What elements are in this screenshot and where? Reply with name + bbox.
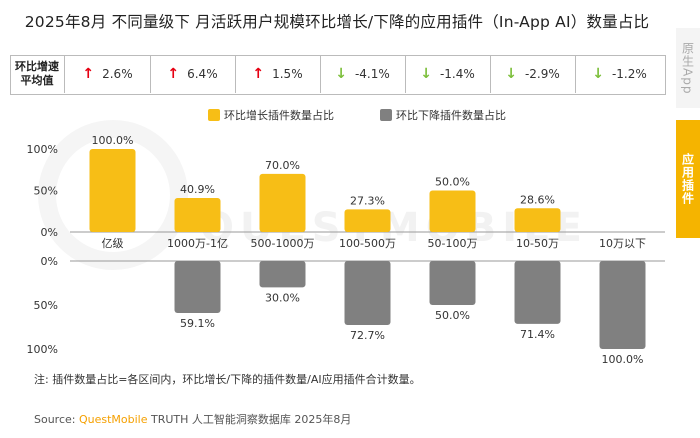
arrow-up-icon: ↑ (252, 66, 265, 82)
chart-frame: QUESTMOBILE 2025年8月 不同量级下 月活跃用户规模环比增长/下降… (10, 13, 666, 427)
decline-data-label: 50.0% (435, 309, 470, 322)
avg-cell-4: ↓ -4.1% (320, 55, 406, 93)
avg-cell-1: ↑ 2.6% (65, 55, 151, 93)
footnote: 注: 插件数量占比=各区间内，环比增长/下降的插件数量/AI应用插件合计数量。 (34, 373, 421, 386)
lower-y-tick: 100% (27, 343, 58, 356)
side-tab-bar: 原生App 应用插件 (676, 28, 700, 438)
legend-growth-swatch (208, 109, 220, 121)
legend-decline-swatch (380, 109, 392, 121)
growth-data-label: 70.0% (265, 159, 300, 172)
avg-value: -2.9% (524, 67, 560, 81)
decline-bar (174, 261, 221, 314)
avg-value: -1.2% (611, 67, 647, 81)
avg-table-border (10, 55, 666, 95)
arrow-up-icon: ↑ (82, 66, 95, 82)
avg-label-line2: 平均值 (20, 74, 54, 87)
decline-data-label: 72.7% (350, 329, 385, 342)
source-prefix: Source: (34, 413, 79, 426)
source-brand: QuestMobile (78, 413, 148, 426)
growth-bar (344, 209, 391, 232)
arrow-down-icon: ↓ (420, 66, 432, 82)
avg-value: -1.4% (439, 67, 475, 81)
avg-value: 1.5% (272, 67, 303, 81)
upper-y-tick: 100% (27, 143, 58, 156)
x-tick-label: 10-50万 (516, 237, 559, 250)
legend-decline-label: 环比下降插件数量占比 (396, 109, 506, 122)
x-tick-label: 50-100万 (428, 237, 478, 250)
avg-cell-3: ↑ 1.5% (235, 55, 321, 93)
avg-value: 2.6% (102, 67, 133, 81)
avg-cell-2: ↑ 6.4% (150, 55, 236, 93)
avg-value: -4.1% (354, 67, 390, 81)
growth-bar (89, 149, 136, 232)
decline-data-label: 59.1% (180, 317, 215, 330)
arrow-down-icon: ↓ (505, 66, 517, 82)
decline-data-label: 100.0% (602, 353, 644, 366)
legend-decline: 环比下降插件数量占比 (380, 107, 506, 123)
decline-bar (599, 261, 646, 349)
upper-y-tick: 50% (34, 185, 58, 198)
avg-cell-5: ↓ -1.4% (405, 55, 491, 93)
legend-growth: 环比增长插件数量占比 (208, 107, 334, 123)
growth-data-label: 28.6% (520, 193, 555, 206)
growth-data-label: 40.9% (180, 183, 215, 196)
arrow-down-icon: ↓ (335, 66, 347, 82)
growth-data-label: 100.0% (92, 134, 134, 147)
decline-data-label: 71.4% (520, 328, 555, 341)
upper-y-tick: 0% (41, 226, 58, 239)
source-line: Source: QuestMobile TRUTH 人工智能洞察数据库 2025… (34, 411, 351, 427)
tab-native-app[interactable]: 原生App (676, 28, 700, 108)
growth-data-label: 27.3% (350, 194, 385, 207)
growth-bar (429, 190, 476, 232)
tab-app-plugin[interactable]: 应用插件 (676, 120, 700, 238)
lower-y-tick: 0% (41, 255, 58, 268)
growth-bar (174, 198, 221, 232)
avg-table-header: 环比增速 平均值 (10, 55, 65, 93)
x-tick-label: 亿级 (102, 237, 124, 250)
decline-bar (259, 261, 306, 288)
growth-data-label: 50.0% (435, 176, 470, 189)
chart-title: 2025年8月 不同量级下 月活跃用户规模环比增长/下降的应用插件（In-App… (24, 13, 650, 31)
x-tick-label: 10万以下 (599, 237, 646, 250)
avg-label-line1: 环比增速 (15, 60, 59, 73)
growth-bar (259, 173, 306, 232)
growth-bar (514, 208, 561, 232)
arrow-down-icon: ↓ (592, 66, 604, 82)
decline-bar (429, 261, 476, 305)
x-tick-label: 100-500万 (339, 237, 396, 250)
x-tick-label: 500-1000万 (251, 237, 315, 250)
source-rest: TRUTH 人工智能洞察数据库 2025年8月 (147, 413, 352, 426)
avg-value: 6.4% (187, 67, 218, 81)
arrow-up-icon: ↑ (167, 66, 180, 82)
avg-cell-6: ↓ -2.9% (490, 55, 576, 93)
decline-data-label: 30.0% (265, 291, 300, 304)
lower-y-tick: 50% (34, 299, 58, 312)
avg-cell-7: ↓ -1.2% (575, 55, 664, 93)
decline-bar (514, 261, 561, 324)
bar-chart-svg: 100% 50% 0% 0% 50% 100% 亿级 100.0% 1000万-1亿 40.9% 5… (27, 134, 665, 366)
x-tick-label: 1000万-1亿 (167, 237, 228, 250)
legend-growth-label: 环比增长插件数量占比 (224, 109, 334, 122)
decline-bar (344, 261, 391, 325)
